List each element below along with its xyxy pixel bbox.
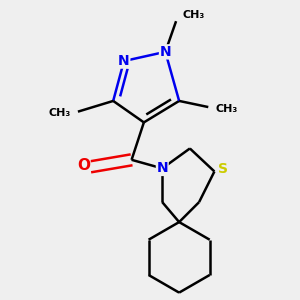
Text: O: O [77,158,90,173]
Text: N: N [160,45,171,59]
Text: N: N [118,54,130,68]
Text: CH₃: CH₃ [48,108,70,118]
Text: CH₃: CH₃ [182,10,205,20]
Text: CH₃: CH₃ [216,103,238,114]
Text: N: N [157,161,168,176]
Text: S: S [218,162,228,176]
